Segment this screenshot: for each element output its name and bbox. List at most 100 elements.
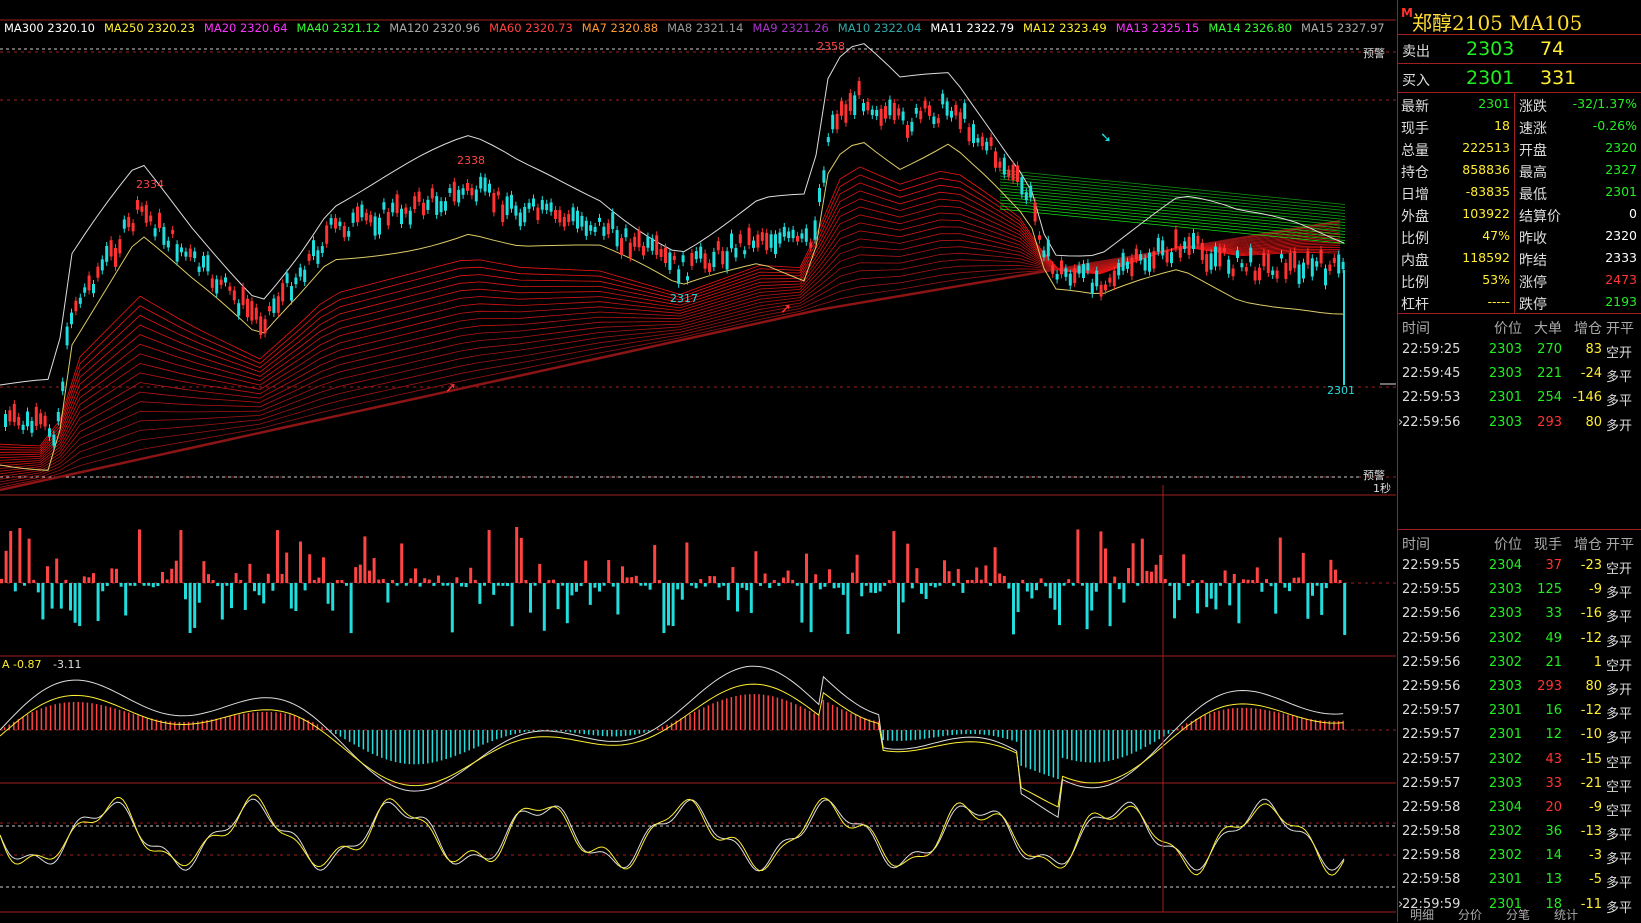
- volume-bar: [598, 583, 601, 592]
- table-row[interactable]: 22:59:58 2304 20 -9 空平: [1398, 796, 1641, 820]
- column-header[interactable]: 大单: [1534, 321, 1562, 337]
- ma-line: [999, 196, 1346, 232]
- buy-row[interactable]: 买入 2301 331: [1398, 63, 1641, 92]
- table-row[interactable]: 22:59:57 2301 12 -10 多平: [1398, 723, 1641, 747]
- volume-bar: [690, 583, 693, 586]
- ma-line: [0, 233, 1341, 469]
- sell-row[interactable]: 卖出 2303 74: [1398, 34, 1641, 63]
- volume-bar: [662, 583, 666, 634]
- candle: [866, 101, 870, 111]
- stat-value: 0: [1629, 206, 1637, 221]
- ma-line: [999, 181, 1346, 217]
- table-row[interactable]: › 22:59:56 2303 293 80 多开: [1398, 411, 1641, 435]
- ma-line: [999, 208, 1346, 244]
- ma-legend-item: MA9 2321.26: [752, 21, 829, 35]
- volume-bar: [1177, 583, 1181, 601]
- candle: [413, 196, 417, 210]
- table-row[interactable]: 22:59:57 2302 43 -15 空平: [1398, 748, 1641, 772]
- volume-bar: [1260, 583, 1264, 592]
- candle: [144, 204, 148, 223]
- candle: [835, 113, 839, 130]
- candle: [378, 217, 381, 235]
- stat-label: 昨结: [1519, 253, 1547, 269]
- volume-bar: [234, 573, 238, 583]
- tab-2[interactable]: 分笔: [1506, 908, 1531, 922]
- column-header[interactable]: 现手: [1534, 537, 1562, 553]
- volume-bar: [966, 579, 969, 583]
- volume-bar: [805, 553, 808, 583]
- table-row[interactable]: 22:59:57 2301 16 -12 多平: [1398, 699, 1641, 723]
- candle: [39, 413, 43, 425]
- table-row[interactable]: 22:59:56 2302 21 1 空开: [1398, 651, 1641, 675]
- candle: [373, 216, 377, 236]
- candle: [488, 183, 491, 193]
- column-header[interactable]: 价位: [1494, 321, 1522, 337]
- table-row[interactable]: 22:59:58 2302 14 -3 多平: [1398, 844, 1641, 868]
- table-row[interactable]: 22:59:56 2303 33 -16 多平: [1398, 602, 1641, 626]
- candle: [408, 210, 412, 225]
- table-row[interactable]: 22:59:58 2301 13 -5 多平: [1398, 868, 1641, 892]
- table-row[interactable]: 22:59:25 2303 270 83 空开: [1398, 338, 1641, 362]
- column-header[interactable]: 开平: [1606, 537, 1634, 553]
- column-header[interactable]: 增仓: [1574, 321, 1602, 337]
- alert-line-label-top[interactable]: 预警: [1363, 47, 1385, 60]
- volume-bar: [1122, 583, 1126, 603]
- volume-bar: [358, 564, 362, 583]
- candle: [774, 234, 777, 255]
- candle: [901, 111, 905, 121]
- table-row[interactable]: 22:59:56 2303 293 80 多开: [1398, 675, 1641, 699]
- column-header[interactable]: 时间: [1402, 537, 1430, 553]
- table-row[interactable]: 22:59:53 2301 254 -146 多平: [1398, 386, 1641, 410]
- table-row[interactable]: 22:59:58 2302 36 -13 多平: [1398, 820, 1641, 844]
- quote-panel: M 郑醇2105 MA105 卖出 2303 74 买入 2301 331 最新…: [1397, 0, 1641, 922]
- volume-bar: [492, 583, 496, 595]
- candle: [140, 206, 144, 212]
- alert-line-label-bottom[interactable]: 预警: [1363, 469, 1385, 482]
- candle: [967, 127, 971, 142]
- volume-bar: [220, 583, 224, 620]
- row-volume: 43: [1545, 751, 1562, 767]
- candle: [734, 248, 738, 258]
- contract-title[interactable]: 郑醇2105 MA105: [1412, 11, 1583, 35]
- candle: [307, 253, 311, 261]
- table-row[interactable]: 22:59:56 2302 49 -12 多平: [1398, 627, 1641, 651]
- volume-bar: [496, 583, 500, 586]
- ma-line: [0, 198, 1341, 456]
- volume-bar: [400, 543, 404, 583]
- volume-bar: [1324, 583, 1328, 589]
- column-header[interactable]: 时间: [1402, 321, 1430, 337]
- stat-value: -32/1.37%: [1572, 96, 1637, 111]
- tab-3[interactable]: 统计: [1554, 908, 1579, 922]
- volume-bar: [667, 583, 670, 626]
- candle: [725, 251, 729, 270]
- table-row[interactable]: 22:59:45 2303 221 -24 多平: [1398, 362, 1641, 386]
- volume-bar: [441, 583, 445, 586]
- tab-0[interactable]: 明细: [1410, 908, 1435, 922]
- candle: [686, 276, 689, 281]
- stat-label: 现手: [1401, 121, 1429, 137]
- big-order-table[interactable]: 时间 价位 大单 增仓 开平 22:59:25 2303 270 83 空开 22:59:45 230…: [1398, 313, 1641, 530]
- table-row[interactable]: › 22:59:59 2301 18 -11 多平: [1398, 893, 1641, 917]
- table-row[interactable]: 22:59:57 2303 33 -21 空平: [1398, 772, 1641, 796]
- candle: [448, 188, 452, 193]
- volume-bar: [391, 579, 394, 583]
- volume-bar: [869, 583, 873, 593]
- table-row[interactable]: 22:59:55 2304 37 -23 空开: [1398, 554, 1641, 578]
- candle: [276, 296, 280, 313]
- kline-chart[interactable]: ➚ ➚ ➘: [0, 0, 1396, 922]
- row-volume: 293: [1537, 414, 1562, 430]
- tab-1[interactable]: 分价: [1458, 908, 1483, 922]
- row-time: 22:59:58: [1402, 848, 1461, 864]
- ma-legend-item: MA13 2325.15: [1115, 21, 1200, 35]
- volume-bar: [938, 583, 942, 586]
- chart-area[interactable]: ➚ ➚ ➘ MA300 2320.10 MA250 2320.23 MA20 2320.…: [0, 0, 1396, 922]
- tick-table[interactable]: 时间 价位 现手 增仓 开平 22:59:55 2304 37 -23 空开 22:59:55 230…: [1398, 529, 1641, 916]
- column-header[interactable]: 开平: [1606, 321, 1634, 337]
- volume-bar: [1044, 583, 1048, 587]
- column-header[interactable]: 增仓: [1574, 537, 1602, 553]
- volume-bar: [1242, 579, 1245, 583]
- candle: [826, 137, 830, 143]
- table-row[interactable]: 22:59:55 2303 125 -9 多平: [1398, 578, 1641, 602]
- column-header[interactable]: 价位: [1494, 537, 1522, 553]
- candle: [285, 273, 289, 284]
